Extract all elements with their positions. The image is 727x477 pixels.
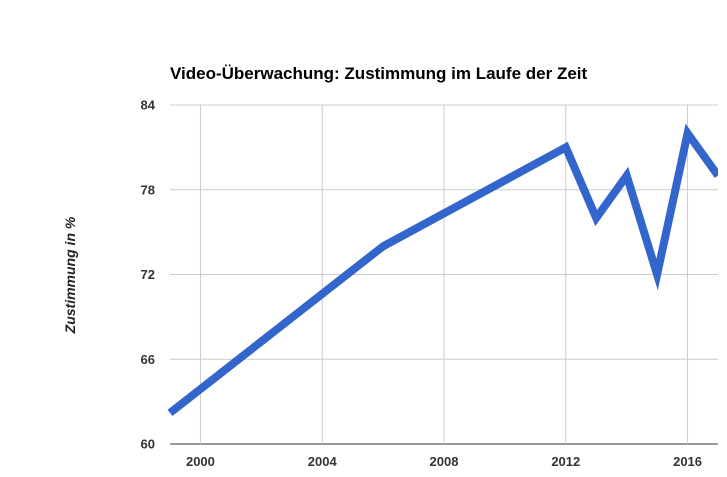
series-lines xyxy=(167,123,718,417)
series-line xyxy=(167,123,718,417)
x-tick-label: 2016 xyxy=(673,454,702,469)
x-tick-label: 2000 xyxy=(186,454,215,469)
x-tick-label: 2008 xyxy=(430,454,459,469)
gridlines xyxy=(170,104,718,445)
y-axis-label: Zustimmung in % xyxy=(62,216,78,334)
y-tick-label: 84 xyxy=(141,98,156,113)
y-tick-label: 60 xyxy=(141,437,155,452)
axis-ticks: 60 66 72 78 84 2000 2004 2008 2012 2016 xyxy=(141,98,702,470)
y-tick-label: 66 xyxy=(141,352,155,367)
y-tick-label: 72 xyxy=(141,267,155,282)
chart-title: Video-Überwachung: Zustimmung im Laufe d… xyxy=(170,64,588,83)
x-tick-label: 2012 xyxy=(551,454,580,469)
y-tick-label: 78 xyxy=(141,182,155,197)
x-tick-label: 2004 xyxy=(308,454,338,469)
